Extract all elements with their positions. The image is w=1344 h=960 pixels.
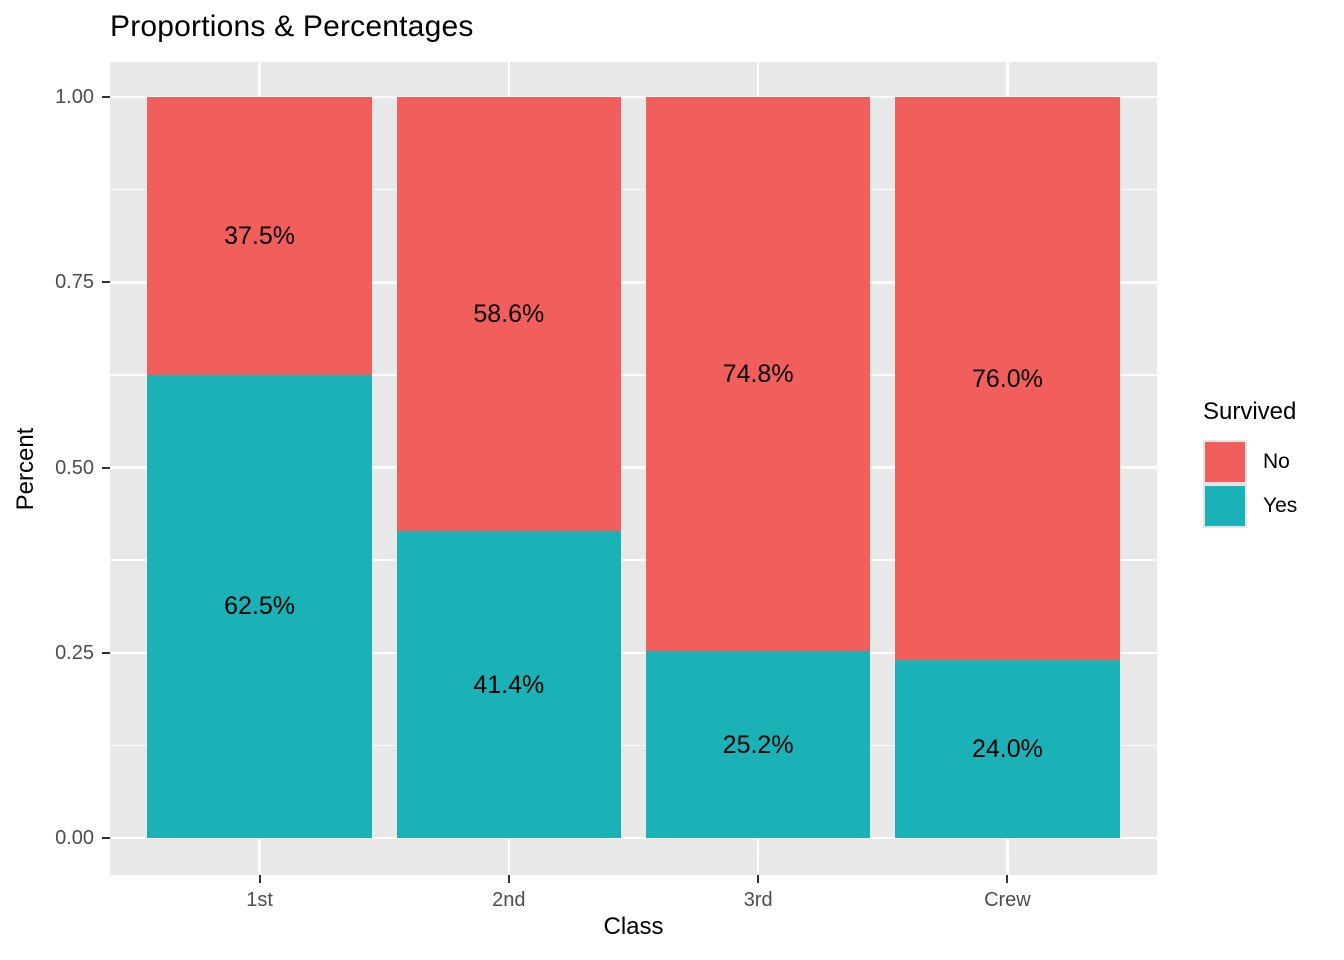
y-tick-label: 0.50 <box>55 456 94 479</box>
bar-label-2nd-Yes: 41.4% <box>473 670 545 699</box>
legend-swatch-Yes <box>1203 484 1247 528</box>
bar-2nd-No <box>396 97 622 532</box>
bar-label-3rd-No: 74.8% <box>722 360 794 389</box>
legend-key-label: No <box>1263 450 1290 473</box>
x-tick-mark <box>757 875 760 883</box>
bar-label-Crew-Yes: 24.0% <box>971 735 1043 764</box>
legend-title: Survived <box>1203 398 1297 425</box>
legend: Survived No Yes <box>1203 398 1297 528</box>
legend-key-Yes: Yes <box>1203 484 1297 528</box>
x-tick-mark <box>507 875 510 883</box>
y-tick-label: 0.00 <box>55 827 94 849</box>
x-axis-title: Class <box>603 913 664 940</box>
legend-keys: No Yes <box>1203 440 1297 528</box>
gridline-minor <box>110 559 1157 561</box>
x-tick-label-2nd: 2nd <box>492 889 526 911</box>
gridline-minor <box>110 188 1157 191</box>
x-tick-mark <box>258 875 261 883</box>
legend-key-No: No <box>1203 440 1297 484</box>
y-tick-label: 0.25 <box>55 641 94 664</box>
gridline-major <box>110 466 1157 469</box>
bar-2nd-Yes <box>396 531 622 838</box>
bar-1st-No <box>147 97 372 375</box>
chart-title: Proportions & Percentages <box>110 10 474 43</box>
bar-Crew-Yes <box>895 660 1120 838</box>
bar-label-Crew-No: 76.0% <box>971 364 1043 393</box>
x-tick-label-1st: 1st <box>246 889 273 911</box>
gridline-minor <box>110 744 1157 747</box>
bar-label-2nd-No: 58.6% <box>473 300 545 329</box>
bar-1st-Yes <box>147 374 372 838</box>
gridline-major <box>110 95 1157 99</box>
y-tick-mark <box>102 651 110 654</box>
bar-label-1st-No: 37.5% <box>224 221 295 250</box>
gridline-minor <box>110 374 1157 376</box>
legend-swatch-No <box>1203 440 1247 484</box>
bar-Crew-No <box>895 97 1120 661</box>
x-tick-label-3rd: 3rd <box>743 889 773 911</box>
gridline-major <box>110 281 1157 284</box>
legend-key-label: Yes <box>1263 494 1298 517</box>
x-tick-label-Crew: Crew <box>984 889 1031 911</box>
y-tick-mark <box>102 837 110 839</box>
y-tick-mark <box>102 96 110 98</box>
x-tick-mark <box>1006 875 1009 883</box>
y-tick-mark <box>102 281 110 284</box>
y-tick-mark <box>102 466 110 469</box>
bar-3rd-Yes <box>645 651 871 838</box>
y-tick-label: 1.00 <box>55 86 94 108</box>
plot-panel: 62.5% 37.5% 41.4% 58.6% 25.2% 74.8% 24.0% 76.0% <box>110 62 1157 875</box>
gridline-major <box>110 836 1157 840</box>
bar-label-3rd-Yes: 25.2% <box>722 730 794 759</box>
y-tick-label: 0.75 <box>55 271 94 294</box>
gridline-major <box>110 651 1157 654</box>
bar-label-1st-Yes: 62.5% <box>224 592 295 621</box>
bar-3rd-No <box>645 97 871 652</box>
